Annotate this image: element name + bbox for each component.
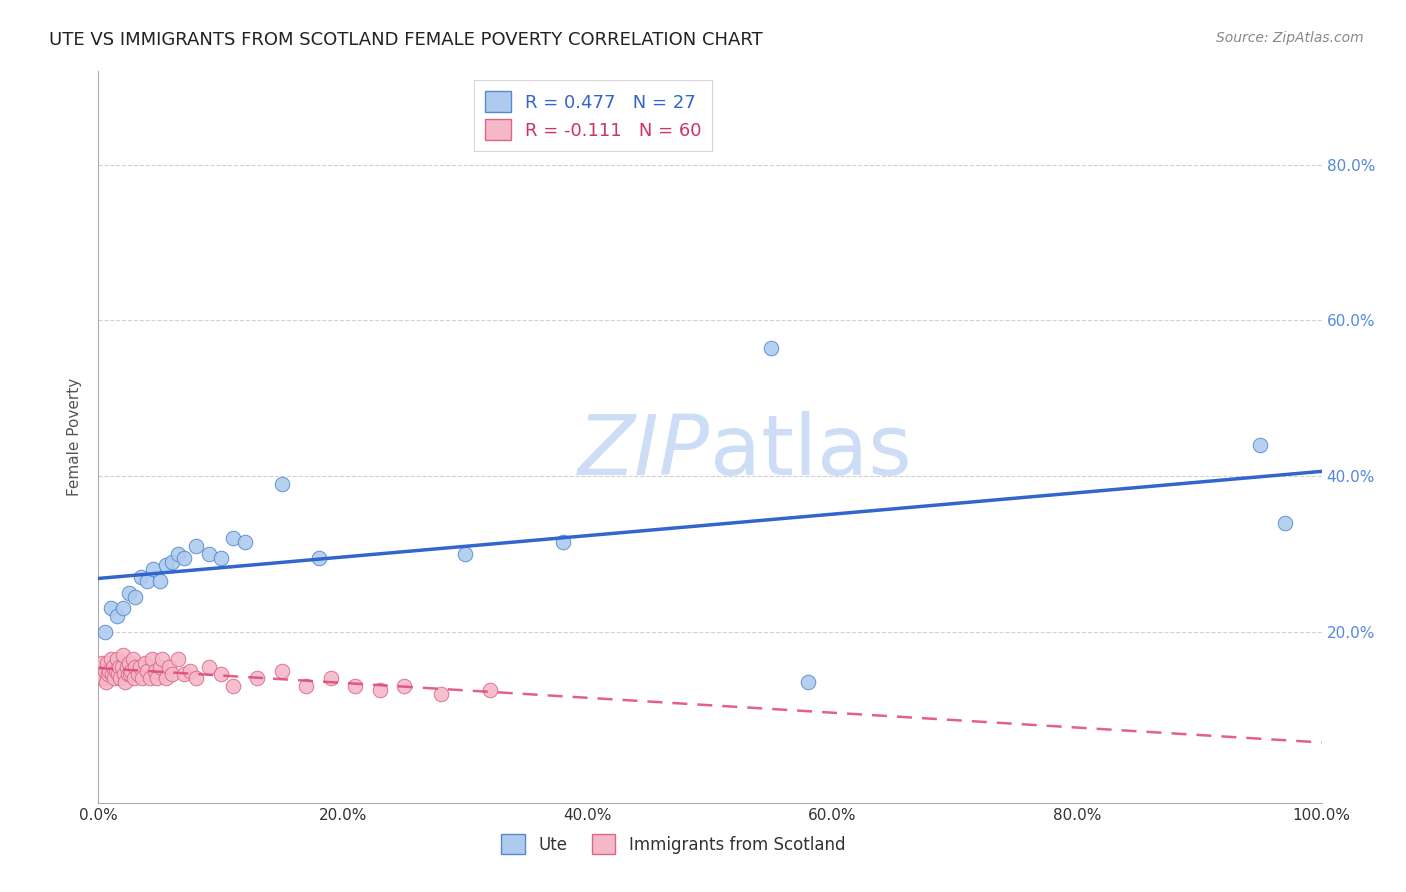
Y-axis label: Female Poverty: Female Poverty xyxy=(67,378,83,496)
Point xyxy=(129,659,152,673)
Point xyxy=(134,656,156,670)
Point xyxy=(111,659,134,673)
Point xyxy=(160,555,183,569)
Point xyxy=(319,671,342,685)
Point xyxy=(129,570,152,584)
Point xyxy=(173,667,195,681)
Point xyxy=(111,601,134,615)
Point xyxy=(157,659,180,673)
Point xyxy=(89,659,111,673)
Point xyxy=(761,341,783,355)
Point xyxy=(110,671,132,685)
Text: Source: ZipAtlas.com: Source: ZipAtlas.com xyxy=(1216,31,1364,45)
Point xyxy=(155,671,177,685)
Point xyxy=(131,671,153,685)
Point xyxy=(167,652,190,666)
Point xyxy=(222,679,245,693)
Point xyxy=(197,659,219,673)
Point xyxy=(104,664,127,678)
Point xyxy=(295,679,318,693)
Point xyxy=(149,574,172,588)
Point xyxy=(100,652,122,666)
Point xyxy=(344,679,367,693)
Point xyxy=(94,675,117,690)
Text: UTE VS IMMIGRANTS FROM SCOTLAND FEMALE POVERTY CORRELATION CHART: UTE VS IMMIGRANTS FROM SCOTLAND FEMALE P… xyxy=(49,31,763,49)
Point xyxy=(143,664,166,678)
Point xyxy=(150,652,173,666)
Point xyxy=(111,648,134,662)
Point xyxy=(122,671,145,685)
Text: ZIP: ZIP xyxy=(578,411,710,492)
Point xyxy=(146,671,169,685)
Point xyxy=(392,679,416,693)
Point xyxy=(121,652,143,666)
Point xyxy=(105,609,128,624)
Point xyxy=(101,667,124,681)
Point xyxy=(103,671,125,685)
Point xyxy=(553,535,575,549)
Point xyxy=(91,671,114,685)
Point xyxy=(93,624,115,639)
Point xyxy=(270,664,294,678)
Point xyxy=(118,656,141,670)
Point xyxy=(120,667,142,681)
Point xyxy=(1249,438,1271,452)
Point xyxy=(797,675,820,690)
Point xyxy=(117,667,139,681)
Point xyxy=(233,535,256,549)
Point xyxy=(209,550,232,565)
Point xyxy=(90,667,112,681)
Point xyxy=(139,671,162,685)
Point xyxy=(368,683,391,698)
Legend: Ute, Immigrants from Scotland: Ute, Immigrants from Scotland xyxy=(495,828,852,860)
Point xyxy=(107,667,129,681)
Point xyxy=(478,683,501,698)
Point xyxy=(112,667,135,681)
Point xyxy=(97,667,120,681)
Point xyxy=(186,671,208,685)
Point xyxy=(246,671,269,685)
Point xyxy=(127,667,149,681)
Point xyxy=(114,675,136,690)
Point xyxy=(270,476,294,491)
Point xyxy=(120,664,142,678)
Point xyxy=(308,550,330,565)
Point xyxy=(124,590,146,604)
Point xyxy=(160,667,183,681)
Point xyxy=(93,664,115,678)
Point xyxy=(186,539,208,553)
Point xyxy=(136,574,159,588)
Point xyxy=(149,659,172,673)
Point xyxy=(100,601,122,615)
Point xyxy=(155,558,177,573)
Point xyxy=(141,652,163,666)
Point xyxy=(101,659,124,673)
Point xyxy=(124,659,146,673)
Point xyxy=(179,664,201,678)
Point xyxy=(91,656,114,670)
Point xyxy=(209,667,232,681)
Point xyxy=(108,659,131,673)
Point xyxy=(96,656,118,670)
Point xyxy=(142,562,165,576)
Point xyxy=(454,547,477,561)
Point xyxy=(167,547,190,561)
Point xyxy=(98,664,121,678)
Point xyxy=(105,652,128,666)
Point xyxy=(118,585,141,599)
Point xyxy=(197,547,219,561)
Point xyxy=(115,659,138,673)
Point xyxy=(173,550,195,565)
Point xyxy=(136,664,159,678)
Point xyxy=(1274,516,1296,530)
Point xyxy=(222,531,245,545)
Text: atlas: atlas xyxy=(710,411,911,492)
Point xyxy=(430,687,453,701)
